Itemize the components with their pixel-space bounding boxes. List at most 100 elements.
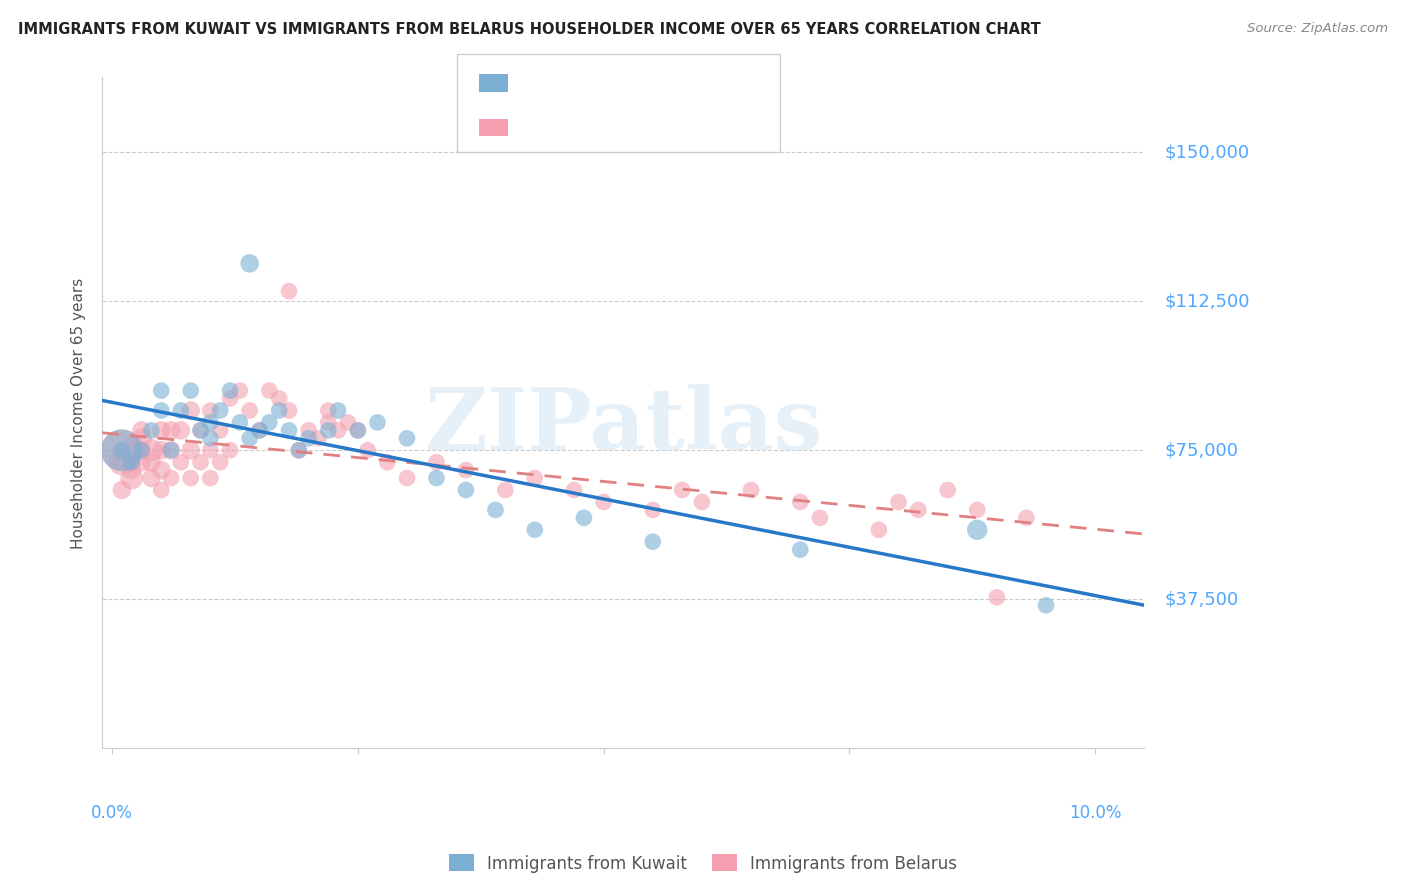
Point xyxy=(209,423,232,437)
Point xyxy=(190,423,212,437)
Point xyxy=(572,511,595,525)
Point xyxy=(690,495,713,509)
Point xyxy=(356,443,378,458)
Point xyxy=(170,423,193,437)
Point xyxy=(318,423,340,437)
Point xyxy=(131,431,153,445)
Point xyxy=(209,455,232,469)
Point xyxy=(111,443,134,458)
Point xyxy=(789,495,811,509)
Text: 0.0%: 0.0% xyxy=(91,805,134,822)
Point xyxy=(347,423,370,437)
Point xyxy=(887,495,910,509)
Point xyxy=(190,423,212,437)
Point xyxy=(200,471,222,485)
Point xyxy=(375,455,398,469)
Point xyxy=(562,483,585,497)
Point xyxy=(111,483,134,497)
Point xyxy=(808,511,831,525)
Point xyxy=(986,591,1008,605)
Point xyxy=(121,455,143,469)
Point xyxy=(269,403,291,417)
Point xyxy=(111,443,134,458)
Point xyxy=(328,423,350,437)
Point xyxy=(180,471,202,485)
Point xyxy=(131,455,153,469)
Point xyxy=(121,463,143,477)
Point xyxy=(523,471,546,485)
Point xyxy=(160,423,183,437)
Point xyxy=(278,284,301,298)
Point xyxy=(318,416,340,430)
Point xyxy=(789,542,811,557)
Point xyxy=(180,384,202,398)
Point xyxy=(219,384,242,398)
Text: R =: R = xyxy=(517,117,554,135)
Point xyxy=(160,443,183,458)
Point xyxy=(298,431,321,445)
Point xyxy=(249,423,271,437)
Point xyxy=(671,483,693,497)
Point xyxy=(494,483,516,497)
Point xyxy=(200,431,222,445)
Point xyxy=(523,523,546,537)
Text: -0.402: -0.402 xyxy=(557,72,616,90)
Point xyxy=(641,534,664,549)
Point xyxy=(936,483,959,497)
Point xyxy=(298,423,321,437)
Point xyxy=(425,471,447,485)
Point xyxy=(1015,511,1038,525)
Point xyxy=(219,392,242,406)
Point xyxy=(259,416,281,430)
Point xyxy=(966,523,988,537)
Point xyxy=(150,443,173,458)
Text: N =: N = xyxy=(613,117,661,135)
Point xyxy=(219,443,242,458)
Text: $37,500: $37,500 xyxy=(1164,591,1239,608)
Point xyxy=(131,443,153,458)
Legend: Immigrants from Kuwait, Immigrants from Belarus: Immigrants from Kuwait, Immigrants from … xyxy=(441,847,965,880)
Text: 37: 37 xyxy=(655,72,679,90)
Text: $112,500: $112,500 xyxy=(1164,292,1250,310)
Point xyxy=(288,443,311,458)
Text: 71: 71 xyxy=(655,117,678,135)
Point xyxy=(131,443,153,458)
Point xyxy=(209,403,232,417)
Point xyxy=(170,455,193,469)
Text: $75,000: $75,000 xyxy=(1164,442,1239,459)
Point xyxy=(160,471,183,485)
Point xyxy=(121,455,143,469)
Point xyxy=(239,431,262,445)
Point xyxy=(190,455,212,469)
Point xyxy=(1035,599,1057,613)
Point xyxy=(239,403,262,417)
Point xyxy=(111,443,134,458)
Text: N =: N = xyxy=(613,72,661,90)
Point xyxy=(269,392,291,406)
Text: 10.0%: 10.0% xyxy=(1069,805,1122,822)
Point xyxy=(200,443,222,458)
Text: Source: ZipAtlas.com: Source: ZipAtlas.com xyxy=(1247,22,1388,36)
Point xyxy=(641,503,664,517)
Point xyxy=(318,403,340,417)
Point xyxy=(239,256,262,270)
Point xyxy=(121,443,143,458)
Point xyxy=(868,523,890,537)
Point xyxy=(966,503,988,517)
Point xyxy=(150,423,173,437)
Point xyxy=(150,403,173,417)
Point xyxy=(337,416,360,430)
Point xyxy=(180,403,202,417)
Point xyxy=(907,503,929,517)
Point xyxy=(288,443,311,458)
Point xyxy=(425,455,447,469)
Text: -0.128: -0.128 xyxy=(557,117,616,135)
Text: IMMIGRANTS FROM KUWAIT VS IMMIGRANTS FROM BELARUS HOUSEHOLDER INCOME OVER 65 YEA: IMMIGRANTS FROM KUWAIT VS IMMIGRANTS FRO… xyxy=(18,22,1040,37)
Point xyxy=(395,431,418,445)
Point xyxy=(740,483,762,497)
Point xyxy=(259,384,281,398)
Point xyxy=(131,423,153,437)
Point xyxy=(150,463,173,477)
Point xyxy=(592,495,614,509)
Point xyxy=(278,403,301,417)
